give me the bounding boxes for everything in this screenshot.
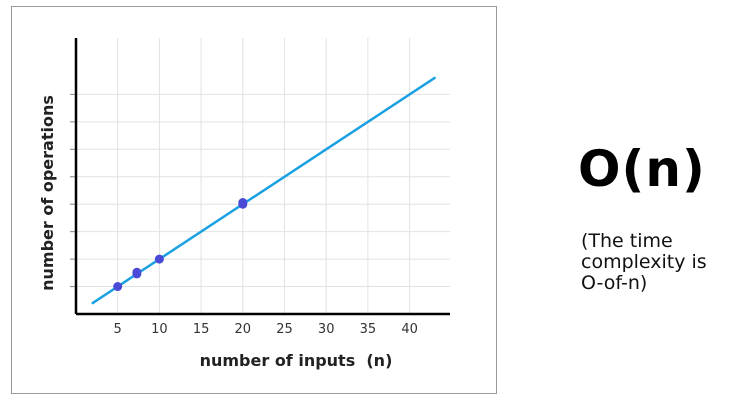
x-tick-labels: 5 10 15 20 25 30 35 40 [114, 322, 418, 337]
x-tick-label-40: 40 [401, 322, 418, 337]
x-tick-label-5: 5 [114, 322, 122, 337]
x-tick-label-30: 30 [318, 322, 335, 337]
x-tick-label-15: 15 [193, 322, 210, 337]
x-tick-label-20: 20 [235, 322, 252, 337]
data-point-0 [113, 282, 123, 292]
x-axis-label: number of inputs (n) [200, 351, 393, 370]
data-point-5 [238, 198, 248, 208]
x-tick-label-25: 25 [276, 322, 293, 337]
chart-frame [11, 6, 497, 394]
x-tick-label-35: 35 [360, 322, 377, 337]
complexity-title: O(n) [578, 140, 706, 198]
line-chart: 5 10 15 20 25 30 35 40 number of inputs (n) num… [38, 38, 450, 370]
trend-line [91, 76, 436, 305]
y-axis-label: number of operations [38, 95, 57, 291]
x-tick-label-10: 10 [151, 322, 168, 337]
caption-line-1: (The time [581, 230, 673, 252]
caption-line-3: O-of-n) [581, 272, 648, 294]
data-point-2 [132, 267, 142, 277]
series [91, 76, 436, 305]
data-point-3 [154, 254, 164, 264]
complexity-caption: (The time complexity is O-of-n) [581, 231, 729, 294]
caption-line-2: complexity is [581, 251, 707, 273]
grid [70, 38, 450, 314]
